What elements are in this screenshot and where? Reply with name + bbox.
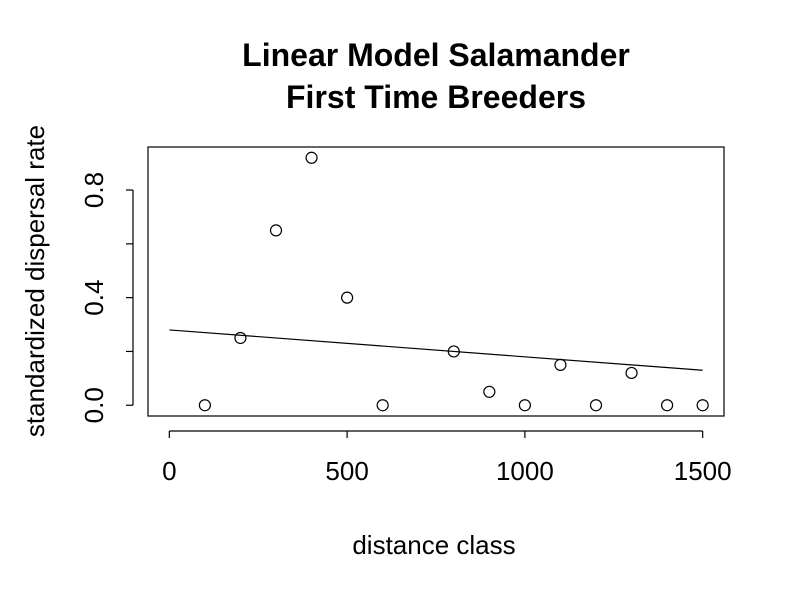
y-tick-label: 0.0 (79, 387, 109, 423)
data-point (518, 399, 531, 412)
plot-box (147, 146, 725, 417)
x-axis: 0 500 1000 1500 (162, 430, 732, 486)
data-points (198, 151, 709, 412)
data-point (696, 399, 709, 412)
chart-title-line-1: Linear Model Salamander (242, 37, 630, 73)
x-tick-label: 1000 (496, 456, 554, 486)
data-point (198, 399, 211, 412)
data-point (341, 291, 354, 304)
data-point (376, 399, 389, 412)
y-axis: 0.0 0.4 0.8 (79, 172, 134, 423)
y-tick-label: 0.8 (79, 172, 109, 208)
y-axis-label: standardized dispersal rate (20, 125, 50, 437)
data-point (625, 366, 638, 380)
data-point (661, 399, 674, 412)
chart-title-line-2: First Time Breeders (286, 79, 586, 115)
y-tick-label: 0.4 (79, 280, 109, 316)
data-point (447, 345, 460, 358)
data-point (483, 385, 496, 398)
x-tick-label: 0 (162, 456, 176, 486)
x-tick-label: 1500 (674, 456, 732, 486)
x-axis-label: distance class (352, 530, 515, 560)
data-point (554, 358, 567, 371)
data-point (589, 399, 603, 412)
x-tick-label: 500 (325, 456, 368, 486)
data-point (305, 151, 318, 164)
data-point (234, 331, 247, 345)
regression-line (169, 329, 703, 371)
data-point (269, 224, 283, 237)
